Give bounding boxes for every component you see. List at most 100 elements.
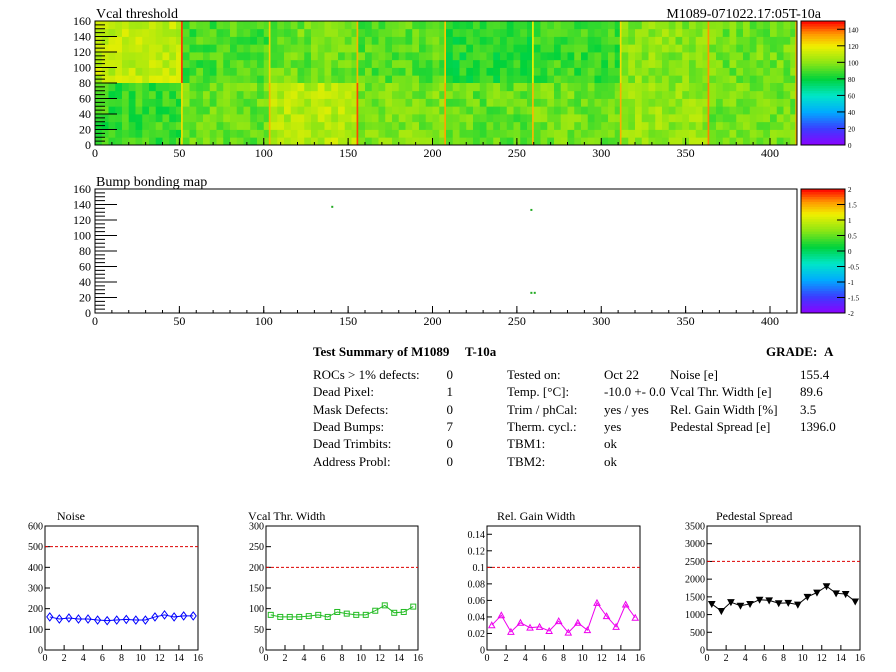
- vcal-cell: [770, 21, 778, 30]
- noise-data-point: [65, 613, 73, 623]
- vcal-cell: [284, 83, 292, 92]
- vcal-cell: [770, 75, 778, 84]
- vcal-cell: [398, 114, 406, 123]
- gain-plot-title: Rel. Gain Width: [497, 509, 575, 523]
- vcal-cell: [452, 67, 460, 76]
- vcal-cell: [459, 75, 467, 84]
- vcal-cell: [270, 36, 278, 45]
- pedestal-data-point: [717, 608, 726, 616]
- vcal-cell: [743, 36, 751, 45]
- vcal-cell: [783, 137, 791, 146]
- vcal-cell: [594, 52, 602, 61]
- vcal-cell: [500, 106, 508, 115]
- vcal-cell: [115, 28, 123, 37]
- vcal-cell: [641, 137, 649, 146]
- vcal-x-tick-label: 8: [340, 653, 345, 664]
- vcal-cell: [776, 36, 784, 45]
- vcal-cell: [695, 67, 703, 76]
- maps-area: Vcal threshold M1089-071022.17:05T-10a 0…: [73, 7, 860, 328]
- vcal-cell: [486, 52, 494, 61]
- vcal-cell: [108, 67, 116, 76]
- vcal-cell: [722, 83, 730, 92]
- vcal-data-point: [334, 608, 341, 615]
- vcal-y-tick-label: 40: [79, 107, 91, 121]
- vcal-palette-color-step: [801, 55, 845, 59]
- vcal-cell: [709, 44, 717, 53]
- bump-palette-color-step: [801, 191, 845, 195]
- vcal-palette-color-step: [801, 25, 845, 29]
- vcal-cell: [155, 98, 163, 107]
- vcal-cell: [554, 59, 562, 68]
- vcal-cell: [567, 129, 575, 138]
- vcal-cell: [763, 21, 771, 30]
- noise-data-point: [74, 614, 83, 624]
- vcal-cell: [398, 83, 406, 92]
- vcal-cell: [540, 129, 548, 138]
- vcal-palette-color-step: [801, 142, 845, 146]
- vcal-cell: [351, 36, 359, 45]
- vcal-cell: [506, 114, 514, 123]
- vcal-cell: [378, 121, 386, 130]
- vcal-cell: [243, 129, 251, 138]
- vcal-cell: [729, 137, 737, 146]
- vcal-cell: [196, 67, 204, 76]
- vcal-cell: [709, 121, 717, 130]
- vcal-cell: [419, 28, 427, 37]
- vcal-cell: [432, 98, 440, 107]
- noise-plot-frame: [44, 525, 199, 651]
- vcal-cell: [236, 121, 244, 130]
- vcal-cell: [641, 129, 649, 138]
- vcal-cell: [419, 75, 427, 84]
- vcal-cell: [196, 106, 204, 115]
- vcal-cell: [203, 98, 211, 107]
- vcal-cell: [493, 106, 501, 115]
- vcal-data-point: [305, 613, 312, 620]
- pedestal-x-tick-label: 2: [724, 653, 729, 664]
- vcal-cell: [547, 83, 555, 92]
- vcal-y-tick-label: 60: [79, 92, 91, 106]
- vcal-cell: [250, 106, 258, 115]
- vcal-cell: [142, 36, 150, 45]
- vcal-cell: [486, 75, 494, 84]
- pedestal-data-point: [794, 601, 802, 609]
- vcal-cell: [635, 121, 643, 130]
- vcal-cell: [209, 28, 217, 37]
- vcal-cell: [527, 137, 535, 146]
- vcal-cell: [351, 59, 359, 68]
- gain-y-tick-label: 0.12: [468, 546, 486, 557]
- vcal-cell: [756, 83, 764, 92]
- vcal-cell: [621, 129, 629, 138]
- vcal-cell: [317, 121, 325, 130]
- vcal-cell: [790, 90, 798, 99]
- vcal-cell: [770, 36, 778, 45]
- vcal-cell: [581, 75, 589, 84]
- vcal-cell: [635, 28, 643, 37]
- bump-x-tick-label: 150: [339, 314, 357, 328]
- vcal-cell: [189, 129, 197, 138]
- vcal-cell: [587, 28, 595, 37]
- vcal-cell: [756, 52, 764, 61]
- vcal-cell: [371, 114, 379, 123]
- vcal-cell: [169, 98, 177, 107]
- vcal-cell: [257, 28, 265, 37]
- vcal-cell: [182, 28, 190, 37]
- vcal-cell: [668, 129, 676, 138]
- vcal-cell: [432, 129, 440, 138]
- vcal-cell: [230, 98, 238, 107]
- vcal-cell: [594, 98, 602, 107]
- bump-palette-color-step: [801, 246, 845, 250]
- vcal-cell: [533, 67, 541, 76]
- vcal-cell: [236, 129, 244, 138]
- vcal-data-point: [391, 609, 398, 616]
- vcal-edge-column: [619, 21, 622, 83]
- vcal-cell: [763, 28, 771, 37]
- vcal-cell: [243, 121, 251, 130]
- vcal-cell: [770, 52, 778, 61]
- vcal-cell: [331, 114, 339, 123]
- vcal-cell: [689, 21, 697, 30]
- vcal-cell: [432, 44, 440, 53]
- vcal-cell: [263, 83, 271, 92]
- vcal-cell: [459, 44, 467, 53]
- vcal-cell: [466, 36, 474, 45]
- vcal-cell: [284, 129, 292, 138]
